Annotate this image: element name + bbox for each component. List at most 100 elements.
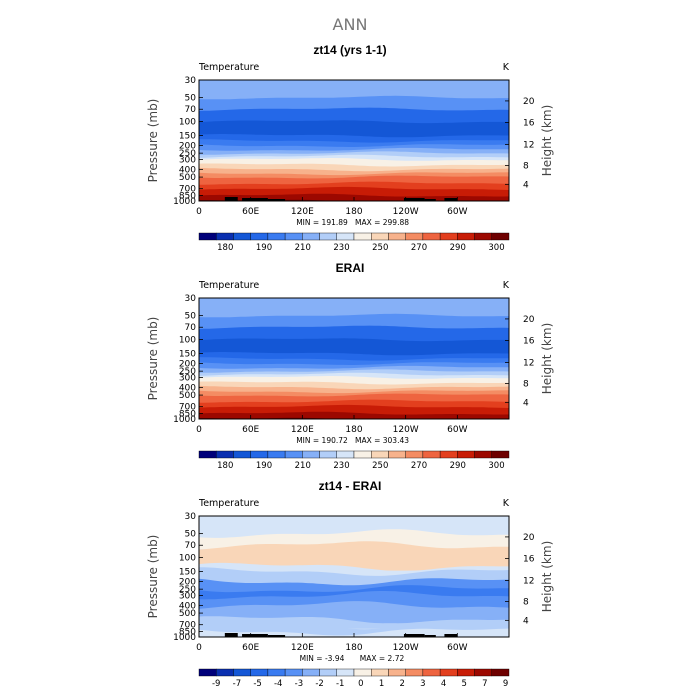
y-tick-label: 400 [179,601,196,611]
variable-label: Temperature [198,280,259,291]
y-tick-label: 850 [179,409,196,419]
y-tick-label: 1000 [173,197,196,207]
panel-1: zt14 (yrs 1-1)Temperature K30507010015020… [146,43,554,253]
contour-field [199,516,509,637]
colorbar-swatch [233,668,251,677]
y-tick-label: 500 [179,173,196,183]
y-tick-label: 30 [185,512,197,522]
colorbar-swatch [353,450,372,459]
colorbar-label: -9 [212,679,220,689]
colorbar-swatch [319,450,337,459]
colorbar-swatch [233,450,251,459]
y-tick-label: 150 [179,568,196,578]
y-tick-label: 200 [179,359,196,369]
topography [403,198,425,201]
colorbar: 180 190 210 230 250 270 290 300 [198,450,510,471]
colorbar-label: 2 [400,679,405,689]
colorbar-label: 230 [333,243,349,253]
colorbar-label: 210 [295,243,311,253]
min-label: MIN = 190.72 [296,436,348,445]
panel-title: zt14 (yrs 1-1) [313,43,386,57]
y-tick-label: 250 [179,367,196,377]
x-tick-label: 180 [345,207,362,217]
colorbar-swatch [439,232,458,241]
contour-band [199,628,509,637]
x-tick-label: 180 [345,643,362,653]
colorbar-label: -5 [253,679,261,689]
contour-band [199,338,509,358]
y-tick-label: 250 [179,149,196,159]
colorbar-label: 270 [411,461,427,471]
x-tick-label: 120E [291,643,314,653]
colorbar-swatch [388,232,406,241]
colorbar-swatch [388,668,406,677]
y-tick-label: 200 [179,141,196,151]
colorbar-swatch [319,232,337,241]
y-tick-label: 70 [185,323,197,333]
colorbar-swatch [284,232,303,241]
topography [242,634,268,637]
units-label: K [503,280,510,291]
colorbar-label: -2 [315,679,323,689]
colorbar-swatch [491,668,510,677]
topography [242,198,268,201]
y-tick-label: 700 [179,621,196,631]
topography [444,198,458,201]
colorbar-swatch [439,450,458,459]
min-label: MIN = 191.89 [296,218,348,227]
y-tick-label: 70 [185,105,197,115]
colorbar-swatch [405,450,424,459]
panel-title: zt14 - ERAI [319,479,382,493]
colorbar-swatch [267,668,286,677]
colorbar-swatch [216,668,234,677]
contour-band [199,120,509,140]
y-axis-label: Pressure (mb) [146,535,160,619]
topography [267,199,286,201]
y-axis-label: Pressure (mb) [146,317,160,401]
y-tick-label: 700 [179,403,196,413]
y-tick-label: 100 [179,118,196,128]
x-tick-label: 60W [447,207,467,217]
min-label: MIN = -3.94 [300,654,345,663]
y-tick-label: 850 [179,191,196,201]
max-label: MAX = 299.88 [355,218,409,227]
x-tick-label: 60E [242,643,259,653]
height-tick-label: 8 [523,161,529,171]
colorbar-label: 7 [482,679,487,689]
x-tick-label: 120W [393,425,419,435]
colorbar-label: 9 [503,679,508,689]
colorbar-label: 290 [450,461,466,471]
x-tick-label: 180 [345,425,362,435]
contour-band [199,591,509,610]
y-tick-label: 400 [179,383,196,393]
colorbar: -9 -7 -5 -4 -3 -2 -1 0 1 2 3 4 5 7 9 [198,668,510,689]
topography [224,197,238,201]
colorbar-swatch [353,232,372,241]
colorbar-swatch [439,668,458,677]
y-tick-label: 850 [179,627,196,637]
colorbar-swatch [422,232,441,241]
x-tick-label: 120W [393,643,419,653]
colorbar-label: 250 [372,243,388,253]
height-tick-label: 4 [523,398,529,408]
contour-band [199,80,509,102]
y-tick-label: 500 [179,391,196,401]
colorbar-swatch [353,668,372,677]
colorbar-label: -7 [233,679,241,689]
y-tick-label: 50 [185,312,197,322]
colorbar-label: 0 [358,679,363,689]
y-axis-right-label: Height (km) [540,541,554,612]
colorbar-swatch [457,668,475,677]
colorbar-label: 300 [488,461,504,471]
y-axis-label: Pressure (mb) [146,99,160,183]
height-tick-label: 8 [523,597,529,607]
variable-label: Temperature [198,62,259,73]
y-tick-label: 400 [179,165,196,175]
colorbar-swatch [302,232,320,241]
max-label: MAX = 2.72 [360,654,405,663]
variable-label: Temperature [198,498,259,509]
colorbar-swatch [336,450,355,459]
colorbar: 180 190 210 230 250 270 290 300 [198,232,510,253]
